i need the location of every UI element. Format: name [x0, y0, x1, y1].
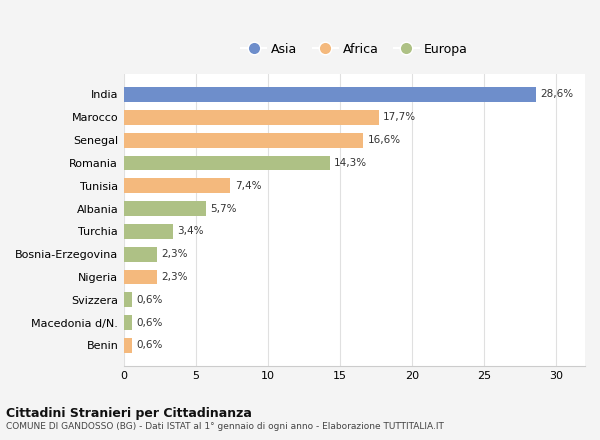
- Text: COMUNE DI GANDOSSO (BG) - Dati ISTAT al 1° gennaio di ogni anno - Elaborazione T: COMUNE DI GANDOSSO (BG) - Dati ISTAT al …: [6, 422, 444, 431]
- Bar: [124, 293, 133, 307]
- Text: 16,6%: 16,6%: [367, 135, 400, 145]
- Text: 14,3%: 14,3%: [334, 158, 367, 168]
- Bar: [124, 338, 133, 353]
- Text: 2,3%: 2,3%: [161, 249, 188, 259]
- Bar: [124, 247, 157, 262]
- Text: 2,3%: 2,3%: [161, 272, 188, 282]
- Bar: [124, 155, 330, 170]
- Text: 28,6%: 28,6%: [541, 89, 574, 99]
- Bar: [124, 178, 230, 193]
- Text: 0,6%: 0,6%: [137, 318, 163, 328]
- Text: 17,7%: 17,7%: [383, 112, 416, 122]
- Bar: [124, 133, 363, 147]
- Bar: [124, 224, 173, 239]
- Text: Cittadini Stranieri per Cittadinanza: Cittadini Stranieri per Cittadinanza: [6, 407, 252, 420]
- Bar: [124, 87, 536, 102]
- Text: 3,4%: 3,4%: [177, 226, 203, 236]
- Bar: [124, 315, 133, 330]
- Text: 5,7%: 5,7%: [210, 204, 237, 213]
- Bar: [124, 110, 379, 125]
- Legend: Asia, Africa, Europa: Asia, Africa, Europa: [238, 39, 471, 59]
- Bar: [124, 270, 157, 284]
- Text: 0,6%: 0,6%: [137, 341, 163, 350]
- Text: 0,6%: 0,6%: [137, 295, 163, 305]
- Bar: [124, 201, 206, 216]
- Text: 7,4%: 7,4%: [235, 181, 261, 191]
